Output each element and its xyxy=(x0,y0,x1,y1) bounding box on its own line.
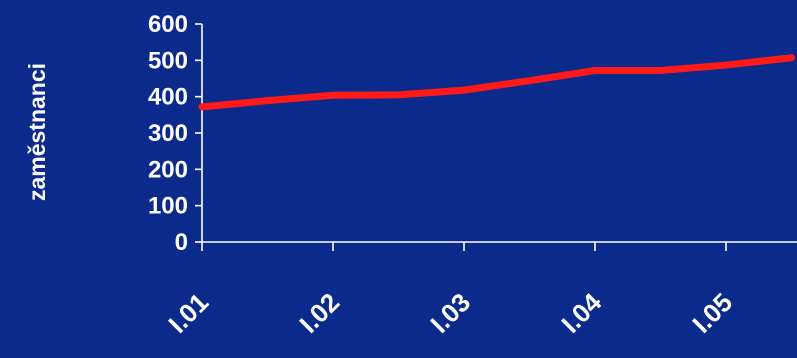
y-tick-label: 500 xyxy=(148,47,188,74)
y-ticks: 0 100 200 300 400 500 600 xyxy=(148,11,202,256)
y-axis-title: zaměstnanci xyxy=(24,63,50,201)
series-layer xyxy=(198,54,795,111)
y-tick-label: 400 xyxy=(148,84,188,111)
y-tick-label: 600 xyxy=(148,11,188,38)
series-line xyxy=(198,54,795,111)
y-tick-label: 0 xyxy=(175,229,188,256)
y-tick-label: 100 xyxy=(148,193,188,220)
y-tick-label: 300 xyxy=(148,120,188,147)
y-tick-label: 200 xyxy=(148,156,188,183)
